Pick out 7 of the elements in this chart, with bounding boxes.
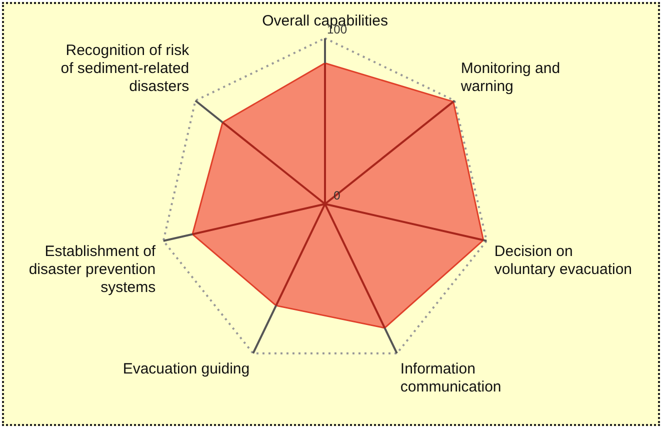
spoke-label: Establishment of disaster prevention systems: [28, 242, 156, 296]
spoke-label: Recognition of risk of sediment-related disasters: [60, 42, 190, 95]
y-tick-label: 0: [334, 188, 341, 202]
spoke-label: Monitoring and warning: [460, 60, 560, 95]
spoke-label: Decision on voluntary evacuation: [494, 242, 632, 278]
spoke-label: Evacuation guiding: [122, 360, 250, 378]
spoke-label: Information communication: [400, 360, 502, 396]
